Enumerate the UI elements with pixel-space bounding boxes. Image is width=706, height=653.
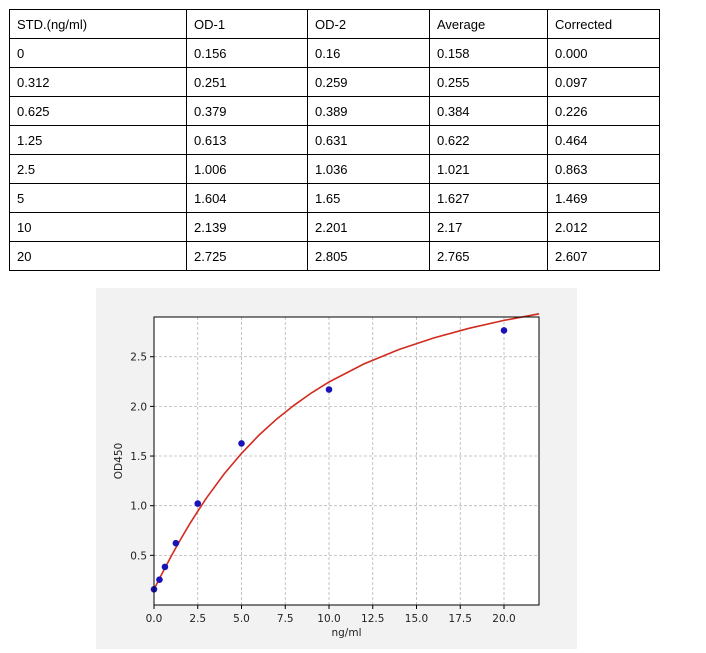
x-tick-label: 7.5	[277, 613, 294, 625]
table-cell: 0.312	[9, 67, 187, 97]
data-point	[156, 576, 163, 583]
table-cell: 2.012	[547, 212, 660, 242]
column-header: OD-1	[186, 9, 308, 39]
table-cell: 1.036	[307, 154, 430, 184]
x-tick-label: 17.5	[449, 613, 472, 625]
data-point	[172, 539, 180, 547]
column-header: Average	[429, 9, 548, 39]
y-tick-label: 1.0	[130, 501, 147, 513]
table-cell: 0.16	[307, 38, 430, 68]
y-tick-label: 2.5	[130, 352, 147, 364]
data-point	[500, 327, 508, 334]
table-cell: 0.251	[186, 67, 308, 97]
table-cell: 0	[9, 38, 187, 68]
column-header: STD.(ng/ml)	[9, 9, 187, 39]
table-cell: 0.613	[186, 125, 308, 155]
table-cell: 0.464	[547, 125, 660, 155]
table-cell: 0.622	[429, 125, 548, 155]
table-cell: 0.097	[547, 67, 660, 97]
table-row: 2.5 1.006 1.036 1.021 0.863	[9, 154, 660, 184]
column-header: OD-2	[307, 9, 430, 39]
x-tick-label: 12.5	[361, 613, 384, 625]
data-points	[150, 327, 508, 593]
y-tick-label: 0.5	[130, 550, 147, 562]
table-cell: 1.006	[186, 154, 308, 184]
table-cell: 0.631	[307, 125, 430, 155]
table-cell: 2.725	[186, 241, 308, 271]
table-cell: 0.389	[307, 96, 430, 126]
grid-lines	[153, 317, 539, 605]
x-tick-label: 15.0	[405, 613, 428, 625]
data-point	[161, 563, 169, 571]
table-row: 0 0.156 0.16 0.158 0.000	[9, 38, 660, 68]
table-cell: 10	[9, 212, 187, 242]
table-cell: 0.379	[186, 96, 308, 126]
y-tick-label: 2.0	[130, 401, 147, 413]
table-cell: 0.625	[9, 96, 187, 126]
table-cell: 1.469	[547, 183, 660, 213]
table-cell: 0.158	[429, 38, 548, 68]
x-axis-title: ng/ml	[331, 627, 361, 639]
table-cell: 0.226	[547, 96, 660, 126]
y-axis-title: OD450	[113, 443, 125, 479]
table-row: 0.312 0.251 0.259 0.255 0.097	[9, 67, 660, 97]
data-point	[325, 386, 333, 393]
table-cell: 0.384	[429, 96, 548, 126]
table-row: 1.25 0.613 0.631 0.622 0.464	[9, 125, 660, 155]
x-tick-label: 5.0	[233, 613, 250, 625]
table-cell: 0.156	[186, 38, 308, 68]
table-cell: 1.65	[307, 183, 430, 213]
y-tick-label: 1.5	[130, 451, 147, 463]
table-row: 10 2.139 2.201 2.17 2.012	[9, 212, 660, 242]
table-cell: 0.259	[307, 67, 430, 97]
axis-ticks: 0.0 2.5 5.0 7.5 10.0 12.5 15.0 17.5 20.0 0.5 1.0 1.…	[130, 352, 515, 625]
table-cell: 5	[9, 183, 187, 213]
table-row: 0.625 0.379 0.389 0.384 0.226	[9, 96, 660, 126]
standard-curve-table: STD.(ng/ml) OD-1 OD-2 Average Corrected 0 0.15…	[9, 9, 660, 271]
table-cell: 1.604	[186, 183, 308, 213]
chart-svg: 0.0 2.5 5.0 7.5 10.0 12.5 15.0 17.5 20.0 0.5 1.0 1.…	[113, 313, 540, 639]
plot-area	[154, 317, 539, 605]
x-tick-label: 10.0	[317, 613, 340, 625]
table-cell: 1.627	[429, 183, 548, 213]
table-cell: 0.255	[429, 67, 548, 97]
data-point	[238, 440, 245, 447]
table-cell: 20	[9, 241, 187, 271]
table-cell: 2.5	[9, 154, 187, 184]
plot-frame	[153, 316, 540, 606]
table-cell: 1.021	[429, 154, 548, 184]
table-cell: 1.25	[9, 125, 187, 155]
data-point	[194, 500, 202, 507]
table-cell: 2.607	[547, 241, 660, 271]
table-row: 20 2.725 2.805 2.765 2.607	[9, 241, 660, 271]
x-tick-label: 2.5	[189, 613, 206, 625]
table-cell: 2.201	[307, 212, 430, 242]
table-header-row: STD.(ng/ml) OD-1 OD-2 Average Corrected	[9, 9, 660, 39]
fit-curve-layer	[153, 313, 540, 590]
column-header: Corrected	[547, 9, 660, 39]
table-cell: 2.805	[307, 241, 430, 271]
table-cell: 2.139	[186, 212, 308, 242]
standard-curve-chart: 0.0 2.5 5.0 7.5 10.0 12.5 15.0 17.5 20.0 0.5 1.0 1.…	[96, 288, 577, 649]
x-tick-label: 0.0	[146, 613, 163, 625]
x-tick-label: 20.0	[492, 613, 515, 625]
fit-curve	[153, 313, 540, 590]
table-cell: 2.17	[429, 212, 548, 242]
table-cell: 0.000	[547, 38, 660, 68]
table-cell: 0.863	[547, 154, 660, 184]
table-row: 5 1.604 1.65 1.627 1.469	[9, 183, 660, 213]
table-cell: 2.765	[429, 241, 548, 271]
